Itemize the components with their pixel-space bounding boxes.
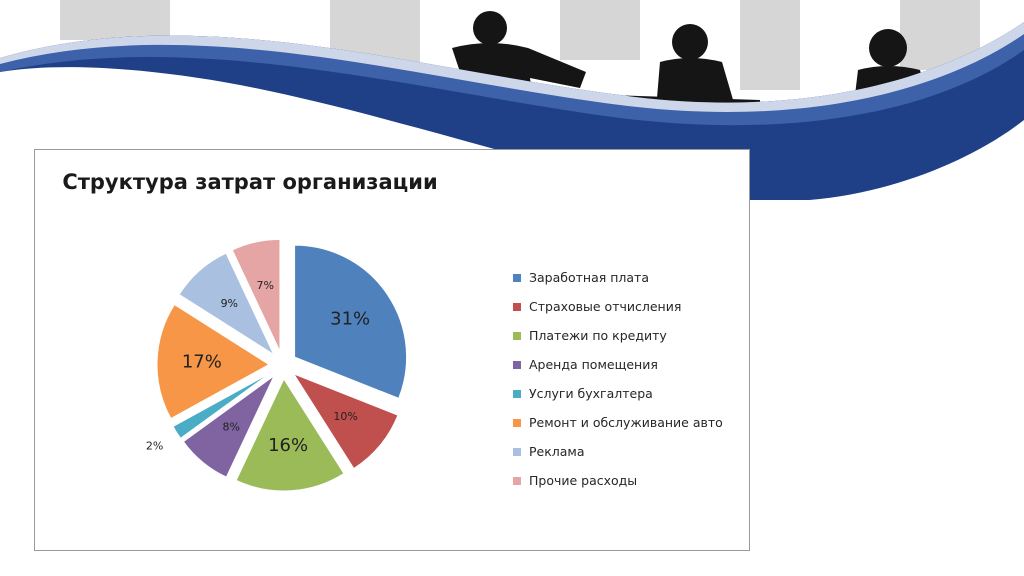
pie-data-label-3: 16% [268, 435, 308, 456]
chart-legend: Заработная плата Страховые отчисления Плат… [513, 263, 723, 495]
legend-label: Страховые отчисления [529, 299, 682, 314]
pie-slice-6 [156, 303, 270, 420]
legend-label: Заработная плата [529, 270, 649, 285]
chart-title: Структура затрат организации [62, 170, 438, 194]
legend-item: Заработная плата [513, 263, 723, 292]
legend-swatch [513, 447, 521, 456]
pie-data-label-6: 17% [182, 351, 222, 372]
legend-label: Платежи по кредиту [529, 328, 667, 343]
legend-label: Прочие расходы [529, 473, 638, 488]
pie-slice-3 [235, 377, 345, 492]
legend-swatch [513, 389, 521, 398]
background-silhouettes [60, 0, 980, 90]
legend-item: Аренда помещения [513, 350, 723, 379]
legend-swatch [513, 418, 521, 427]
pie-slice-1 [294, 244, 408, 400]
legend-item: Реклама [513, 437, 723, 466]
pie-slice-8 [231, 238, 281, 352]
legend-label: Аренда помещения [529, 357, 658, 372]
chart-area: Структура затрат организации 31% 10% 16% 8%… [34, 149, 750, 551]
pie-data-label-5: 2% [146, 439, 163, 452]
pie-chart: 31% 10% 16% 8% 2% 17% 9% 7% [146, 238, 408, 492]
pie-slice-2 [292, 372, 399, 470]
legend-swatch [513, 360, 521, 369]
pie-slices [156, 238, 408, 492]
legend-label: Реклама [529, 444, 585, 459]
pie-data-label-7: 9% [221, 297, 238, 310]
pie-data-label-8: 7% [257, 279, 274, 292]
pie-data-labels: 31% 10% 16% 8% 2% 17% 9% 7% [146, 279, 370, 456]
pie-slice-4 [182, 375, 275, 478]
pie-data-label-4: 8% [223, 421, 240, 434]
legend-swatch [513, 273, 521, 282]
legend-item: Ремонт и обслуживание авто [513, 408, 723, 437]
legend-item: Страховые отчисления [513, 292, 723, 321]
legend-item: Услуги бухгалтера [513, 379, 723, 408]
pie-data-label-1: 31% [330, 308, 370, 329]
legend-label: Ремонт и обслуживание авто [529, 415, 723, 430]
legend-item: Прочие расходы [513, 466, 723, 495]
pie-data-label-2: 10% [333, 410, 357, 423]
pie-slice-5 [172, 372, 272, 440]
header-banner [0, 0, 1024, 200]
blue-wave [0, 22, 1024, 200]
legend-swatch [513, 302, 521, 311]
legend-item: Платежи по кредиту [513, 321, 723, 350]
legend-label: Услуги бухгалтера [529, 386, 653, 401]
legend-swatch [513, 476, 521, 485]
pie-slice-7 [178, 252, 275, 356]
legend-swatch [513, 331, 521, 340]
